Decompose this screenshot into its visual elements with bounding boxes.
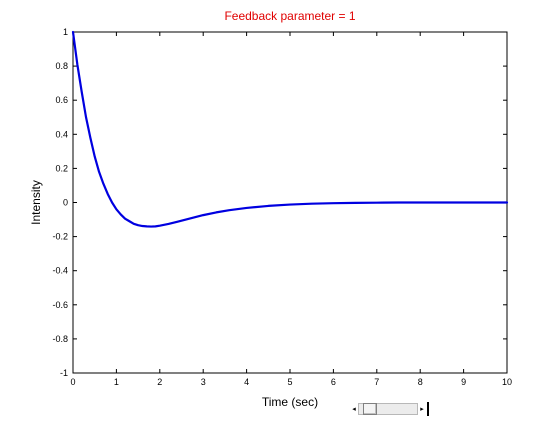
slider-track[interactable] bbox=[358, 403, 418, 415]
plot-area: 0 1 2 3 4 5 6 7 8 9 10 1 0.8 0.6 0.4 0.2 0 -0.2 -0.4 -0.6 -0… bbox=[52, 27, 512, 387]
x-tick-label: 3 bbox=[201, 377, 206, 387]
y-tick-label: 0.6 bbox=[55, 95, 68, 105]
y-tick-label: -0.4 bbox=[52, 266, 68, 276]
x-tick-label: 4 bbox=[244, 377, 249, 387]
slider-left-arrow-icon[interactable]: ◂ bbox=[352, 405, 356, 413]
x-tick-label: 6 bbox=[331, 377, 336, 387]
feedback-slider[interactable]: ◂ ▸ bbox=[350, 402, 430, 416]
y-tick-label: 1 bbox=[63, 27, 68, 37]
y-tick-label: -0.2 bbox=[52, 232, 68, 242]
y-tick-label: 0 bbox=[63, 198, 68, 208]
x-tick-label: 5 bbox=[287, 377, 292, 387]
slider-right-arrow-icon[interactable]: ▸ bbox=[420, 405, 424, 413]
x-tick-label: 2 bbox=[157, 377, 162, 387]
y-tick-label: -0.6 bbox=[52, 300, 68, 310]
x-tick-label: 7 bbox=[374, 377, 379, 387]
y-axis-label: Intensity bbox=[29, 180, 43, 225]
x-axis-label: Time (sec) bbox=[262, 395, 318, 409]
y-tick-label: -0.8 bbox=[52, 334, 68, 344]
x-tick-label: 10 bbox=[502, 377, 512, 387]
x-tick-label: 0 bbox=[70, 377, 75, 387]
series-line bbox=[71, 30, 509, 228]
slider-end-bar bbox=[427, 402, 429, 416]
slider-thumb[interactable] bbox=[363, 403, 377, 415]
x-tick-label: 1 bbox=[114, 377, 119, 387]
y-tick-label: 0.8 bbox=[55, 61, 68, 71]
x-tick-label: 8 bbox=[418, 377, 423, 387]
x-tick-label: 9 bbox=[461, 377, 466, 387]
chart-title: Feedback parameter = 1 bbox=[224, 9, 355, 23]
y-tick-label: 0.2 bbox=[55, 163, 68, 173]
y-tick-label: 0.4 bbox=[55, 129, 68, 139]
y-tick-label: -1 bbox=[60, 368, 68, 378]
